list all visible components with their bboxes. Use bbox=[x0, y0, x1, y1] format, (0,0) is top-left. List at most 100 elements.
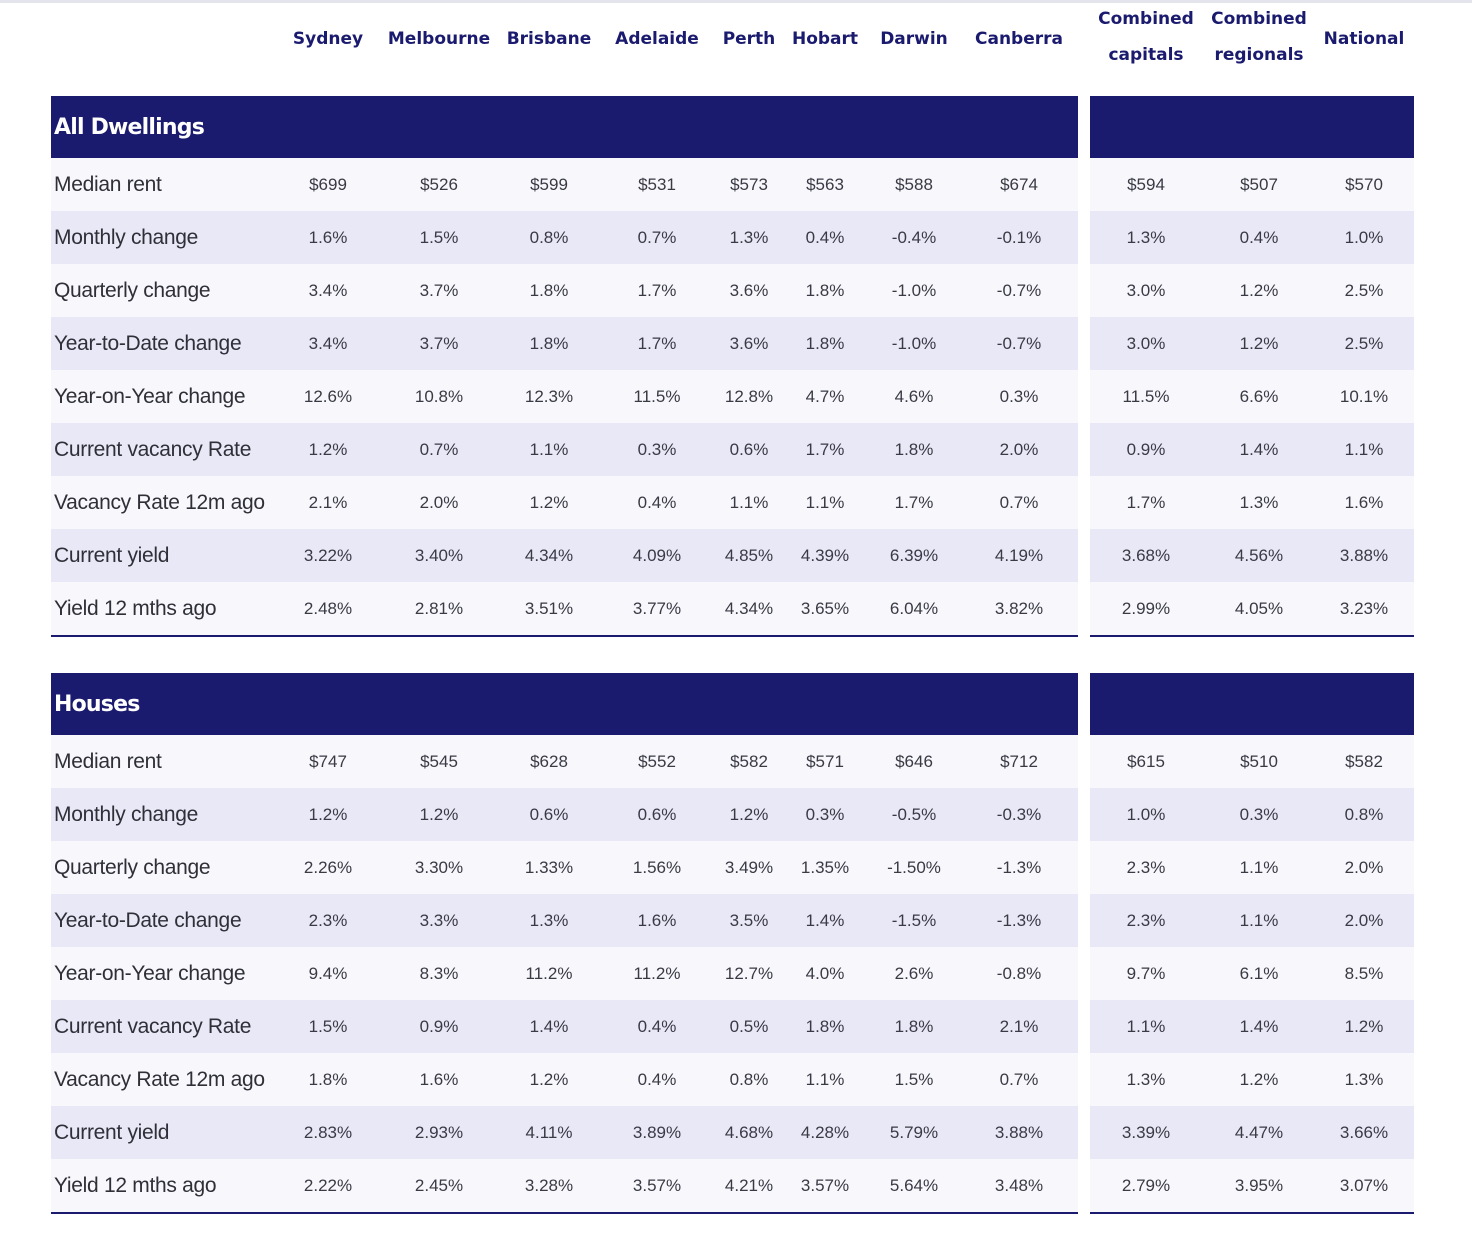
table-cell: 3.28% bbox=[499, 1159, 599, 1212]
table-cell: 2.79% bbox=[1096, 1159, 1196, 1212]
table-cell: 0.7% bbox=[389, 423, 489, 476]
table-cell: 1.3% bbox=[1096, 1053, 1196, 1106]
table-cell: 10.1% bbox=[1314, 370, 1414, 423]
table-cell: -0.8% bbox=[969, 947, 1069, 1000]
table-cell: 2.26% bbox=[278, 841, 378, 894]
table-row: Current vacancy Rate 1.5% 0.9% 1.4% 0.4% 0.5%… bbox=[51, 1000, 1414, 1053]
table-cell: 0.7% bbox=[969, 1053, 1069, 1106]
table-cell: $582 bbox=[1314, 735, 1414, 788]
table-cell: 2.45% bbox=[389, 1159, 489, 1212]
table-cell: 3.48% bbox=[969, 1159, 1069, 1212]
row-label: Year-on-Year change bbox=[54, 947, 245, 1000]
table-cell: $570 bbox=[1314, 158, 1414, 211]
table-cell: $646 bbox=[864, 735, 964, 788]
table-row: Year-to-Date change 3.4% 3.7% 1.8% 1.7% 3.6% 1… bbox=[51, 317, 1414, 370]
table-cell: 3.65% bbox=[775, 582, 875, 635]
table-bottom-rule bbox=[51, 635, 1078, 637]
table-cell: 12.6% bbox=[278, 370, 378, 423]
table-row: Monthly change 1.6% 1.5% 0.8% 0.7% 1.3% 0.4% -0… bbox=[51, 211, 1414, 264]
table-cell: 0.9% bbox=[389, 1000, 489, 1053]
table-cell: 0.4% bbox=[607, 1000, 707, 1053]
row-label: Year-on-Year change bbox=[54, 370, 245, 423]
row-label: Yield 12 mths ago bbox=[54, 582, 216, 635]
table-cell: 4.6% bbox=[864, 370, 964, 423]
table-cell: 2.3% bbox=[1096, 841, 1196, 894]
table-cell: 1.2% bbox=[389, 788, 489, 841]
table-cell: 1.4% bbox=[1209, 423, 1309, 476]
row-label: Vacancy Rate 12m ago bbox=[54, 1053, 265, 1106]
table-cell: 1.8% bbox=[499, 264, 599, 317]
table-bottom-rule-summary bbox=[1090, 1212, 1414, 1214]
column-header-label-line2: capitals bbox=[1108, 37, 1183, 73]
table-cell: -0.1% bbox=[969, 211, 1069, 264]
table-cell: -1.50% bbox=[864, 841, 964, 894]
table-cell: $545 bbox=[389, 735, 489, 788]
table-cell: 4.34% bbox=[499, 529, 599, 582]
table-cell: 2.1% bbox=[969, 1000, 1069, 1053]
table-cell: 3.40% bbox=[389, 529, 489, 582]
section-header-band-summary bbox=[1090, 673, 1414, 735]
row-label: Year-to-Date change bbox=[54, 894, 241, 947]
table-cell: 2.83% bbox=[278, 1106, 378, 1159]
column-header: Combined capitals bbox=[1081, 0, 1211, 74]
table-row: Quarterly change 3.4% 3.7% 1.8% 1.7% 3.6% 1.8%… bbox=[51, 264, 1414, 317]
table-cell: 3.66% bbox=[1314, 1106, 1414, 1159]
table-cell: 1.7% bbox=[607, 264, 707, 317]
row-label: Monthly change bbox=[54, 788, 198, 841]
table-cell: 2.93% bbox=[389, 1106, 489, 1159]
table-cell: $526 bbox=[389, 158, 489, 211]
table-cell: 2.0% bbox=[1314, 841, 1414, 894]
table-cell: 0.6% bbox=[607, 788, 707, 841]
table-cell: $531 bbox=[607, 158, 707, 211]
table-cell: 1.5% bbox=[389, 211, 489, 264]
table-cell: $594 bbox=[1096, 158, 1196, 211]
table-cell: 6.1% bbox=[1209, 947, 1309, 1000]
table-cell: 2.3% bbox=[278, 894, 378, 947]
table-cell: $510 bbox=[1209, 735, 1309, 788]
table-cell: 1.6% bbox=[1314, 476, 1414, 529]
table-cell: 1.3% bbox=[1096, 211, 1196, 264]
column-header-label: National bbox=[1324, 21, 1405, 57]
table-cell: 0.3% bbox=[607, 423, 707, 476]
section-header: All Dwellings bbox=[51, 96, 1414, 158]
table-cell: 1.4% bbox=[775, 894, 875, 947]
table-row: Monthly change 1.2% 1.2% 0.6% 0.6% 1.2% 0.3% -0… bbox=[51, 788, 1414, 841]
table-cell: 1.8% bbox=[499, 317, 599, 370]
table-cell: 5.64% bbox=[864, 1159, 964, 1212]
table-cell: 9.7% bbox=[1096, 947, 1196, 1000]
table-cell: 2.5% bbox=[1314, 264, 1414, 317]
table-cell: 0.4% bbox=[775, 211, 875, 264]
table-cell: 1.8% bbox=[278, 1053, 378, 1106]
section-table: Houses Median rent $747 $545 $628 $552 $582 $57… bbox=[51, 673, 1414, 1212]
row-label: Quarterly change bbox=[54, 264, 210, 317]
table-cell: 11.5% bbox=[607, 370, 707, 423]
table-cell: $599 bbox=[499, 158, 599, 211]
section-header-band bbox=[51, 673, 1078, 735]
table-cell: 4.39% bbox=[775, 529, 875, 582]
table-cell: 2.22% bbox=[278, 1159, 378, 1212]
table-cell: 3.3% bbox=[389, 894, 489, 947]
table-cell: 1.2% bbox=[499, 476, 599, 529]
table-cell: 0.4% bbox=[607, 476, 707, 529]
table-cell: 0.6% bbox=[499, 788, 599, 841]
table-cell: $628 bbox=[499, 735, 599, 788]
table-cell: 3.88% bbox=[1314, 529, 1414, 582]
table-cell: 1.33% bbox=[499, 841, 599, 894]
table-cell: $571 bbox=[775, 735, 875, 788]
table-cell: 1.7% bbox=[775, 423, 875, 476]
table-cell: 4.28% bbox=[775, 1106, 875, 1159]
table-cell: 4.11% bbox=[499, 1106, 599, 1159]
table-cell: 8.5% bbox=[1314, 947, 1414, 1000]
table-row: Year-on-Year change 9.4% 8.3% 11.2% 11.2% 12.… bbox=[51, 947, 1414, 1000]
table-cell: 3.7% bbox=[389, 317, 489, 370]
table-cell: 1.2% bbox=[499, 1053, 599, 1106]
table-row: Year-on-Year change 12.6% 10.8% 12.3% 11.5% 1… bbox=[51, 370, 1414, 423]
table-cell: 3.39% bbox=[1096, 1106, 1196, 1159]
table-cell: 1.7% bbox=[864, 476, 964, 529]
table-cell: 5.79% bbox=[864, 1106, 964, 1159]
table-row: Median rent $747 $545 $628 $552 $582 $571 $646 $… bbox=[51, 735, 1414, 788]
table-cell: 1.8% bbox=[775, 1000, 875, 1053]
table-cell: $615 bbox=[1096, 735, 1196, 788]
table-cell: 3.30% bbox=[389, 841, 489, 894]
table-cell: $712 bbox=[969, 735, 1069, 788]
